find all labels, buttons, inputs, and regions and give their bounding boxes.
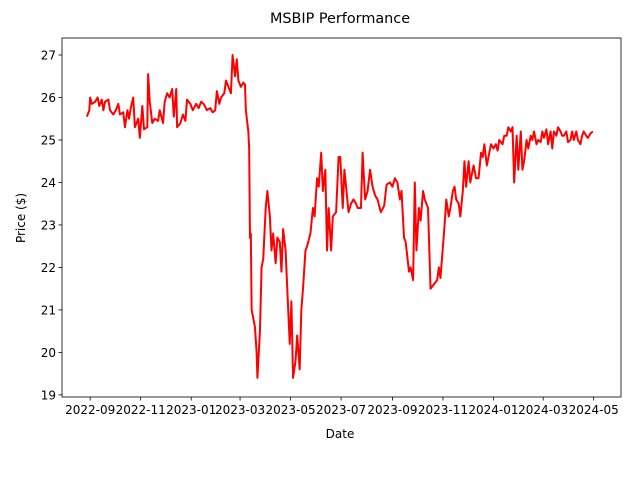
x-tick-label: 2023-01 (166, 403, 216, 417)
x-tick-label: 2024-03 (518, 403, 568, 417)
y-tick-label: 22 (41, 261, 56, 275)
x-tick-label: 2023-07 (316, 403, 366, 417)
x-tick-label: 2022-11 (116, 403, 166, 417)
x-tick-label: 2024-01 (468, 403, 518, 417)
y-tick-label: 27 (41, 48, 56, 62)
price-line (85, 53, 594, 379)
x-tick-label: 2023-05 (265, 403, 315, 417)
x-tick-label: 2023-09 (367, 403, 417, 417)
y-tick-label: 19 (41, 388, 56, 402)
y-tick-label: 26 (41, 91, 56, 105)
y-axis-label: Price ($) (14, 193, 28, 243)
y-tick-label: 21 (41, 303, 56, 317)
x-tick-label: 2023-03 (215, 403, 265, 417)
x-tick-label: 2022-09 (65, 403, 115, 417)
x-tick-label: 2024-05 (569, 403, 619, 417)
y-tick-label: 25 (41, 133, 56, 147)
plot-frame (61, 37, 622, 398)
y-tick-label: 24 (41, 176, 56, 190)
y-tick-label: 23 (41, 218, 56, 232)
x-tick-label: 2023-11 (418, 403, 468, 417)
y-tick-label: 20 (41, 346, 56, 360)
x-axis-label: Date (326, 427, 355, 441)
chart-title: MSBIP Performance (270, 11, 410, 27)
